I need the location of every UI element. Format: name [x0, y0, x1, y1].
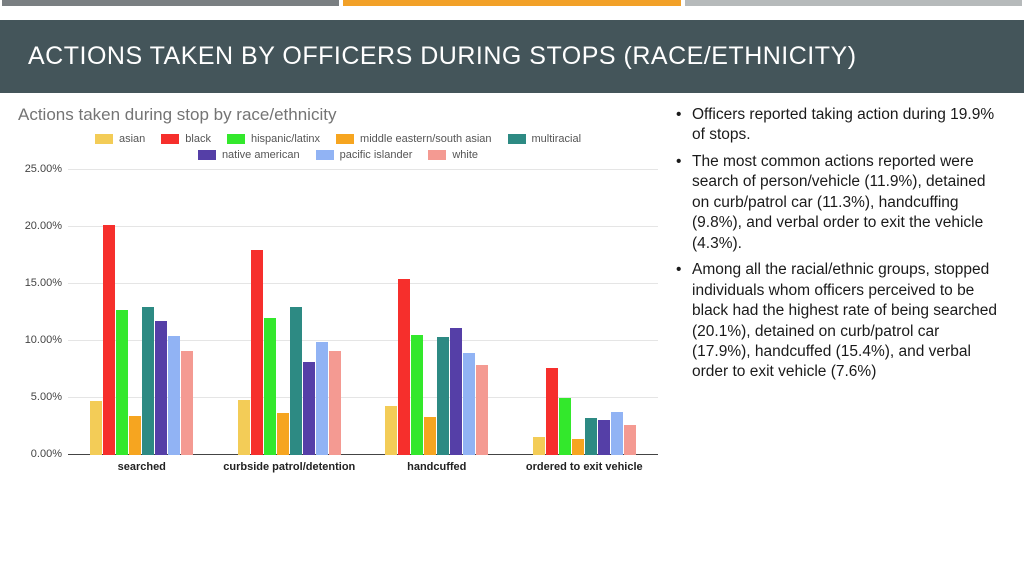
slide-header: ACTIONS TAKEN BY OFFICERS DURING STOPS (…: [0, 20, 1024, 93]
x-tick-label: curbside patrol/detention: [223, 461, 355, 473]
bar: [238, 400, 250, 455]
content-row: Actions taken during stop by race/ethnic…: [0, 93, 1024, 479]
bar: [103, 225, 115, 455]
legend-swatch: [316, 150, 334, 160]
bar: [277, 413, 289, 455]
bullet-item: Among all the racial/ethnic groups, stop…: [674, 260, 998, 383]
legend-item: multiracial: [508, 133, 582, 145]
chart-panel: Actions taken during stop by race/ethnic…: [18, 105, 658, 479]
bar: [611, 412, 623, 455]
legend-swatch: [336, 134, 354, 144]
bar: [559, 398, 571, 455]
bar: [181, 351, 193, 455]
bar: [303, 362, 315, 455]
x-tick-label: handcuffed: [407, 461, 466, 473]
x-tick-label: ordered to exit vehicle: [526, 461, 643, 473]
bar: [385, 406, 397, 455]
bar: [168, 336, 180, 455]
legend-item: black: [161, 133, 211, 145]
chart-legend: asian black hispanic/latinx middle eastern/…: [18, 133, 658, 161]
bar: [585, 418, 597, 455]
bar-group: ordered to exit vehicle: [533, 368, 636, 455]
legend-swatch: [161, 134, 179, 144]
bullet-item: Officers reported taking action during 1…: [674, 105, 998, 146]
legend-item: native american: [198, 149, 300, 161]
bar: [411, 335, 423, 455]
legend-item: asian: [95, 133, 145, 145]
legend-label: asian: [119, 133, 145, 145]
bar-group: searched: [90, 225, 193, 455]
legend-label: hispanic/latinx: [251, 133, 320, 145]
chart-plot: 0.00%5.00%10.00%15.00%20.00%25.00% searc…: [68, 169, 658, 479]
bar-group: handcuffed: [385, 279, 488, 455]
bar: [476, 365, 488, 455]
legend-label: middle eastern/south asian: [360, 133, 491, 145]
bar-groups: searched curbside patrol/detention handcuf…: [68, 169, 658, 455]
bar: [546, 368, 558, 455]
y-tick-label: 5.00%: [31, 391, 62, 403]
bar: [155, 321, 167, 455]
bar: [398, 279, 410, 455]
y-tick-label: 25.00%: [25, 163, 62, 175]
legend-label: native american: [222, 149, 300, 161]
bar: [264, 318, 276, 455]
bar: [316, 342, 328, 455]
legend-item: pacific islander: [316, 149, 413, 161]
bar: [572, 439, 584, 455]
bar: [437, 337, 449, 455]
top-accent-bars: [0, 0, 1024, 6]
bar: [463, 353, 475, 455]
topbar-segment: [685, 0, 1022, 6]
legend-label: pacific islander: [340, 149, 413, 161]
topbar-segment: [343, 0, 680, 6]
bar: [251, 250, 263, 455]
y-tick-label: 15.00%: [25, 277, 62, 289]
bar: [142, 307, 154, 455]
bullets-list: Officers reported taking action during 1…: [674, 105, 998, 383]
legend-swatch: [428, 150, 446, 160]
legend-item: middle eastern/south asian: [336, 133, 491, 145]
bar: [450, 328, 462, 455]
legend-label: black: [185, 133, 211, 145]
bar: [116, 310, 128, 455]
bar: [624, 425, 636, 455]
bullets-panel: Officers reported taking action during 1…: [674, 105, 1006, 479]
chart-title: Actions taken during stop by race/ethnic…: [18, 105, 658, 125]
legend-swatch: [227, 134, 245, 144]
legend-label: white: [452, 149, 478, 161]
bar: [290, 307, 302, 455]
bullet-item: The most common actions reported were se…: [674, 152, 998, 254]
legend-swatch: [508, 134, 526, 144]
legend-swatch: [95, 134, 113, 144]
bar: [129, 416, 141, 455]
bar-group: curbside patrol/detention: [238, 250, 341, 455]
page-title: ACTIONS TAKEN BY OFFICERS DURING STOPS (…: [28, 42, 996, 71]
legend-label: multiracial: [532, 133, 582, 145]
bar: [598, 420, 610, 455]
legend-swatch: [198, 150, 216, 160]
legend-item: hispanic/latinx: [227, 133, 320, 145]
y-tick-label: 10.00%: [25, 334, 62, 346]
bar: [424, 417, 436, 455]
legend-item: white: [428, 149, 478, 161]
bar: [329, 351, 341, 455]
y-tick-label: 0.00%: [31, 448, 62, 460]
y-tick-label: 20.00%: [25, 220, 62, 232]
x-tick-label: searched: [118, 461, 166, 473]
bar: [90, 401, 102, 455]
bar: [533, 437, 545, 455]
topbar-segment: [2, 0, 339, 6]
